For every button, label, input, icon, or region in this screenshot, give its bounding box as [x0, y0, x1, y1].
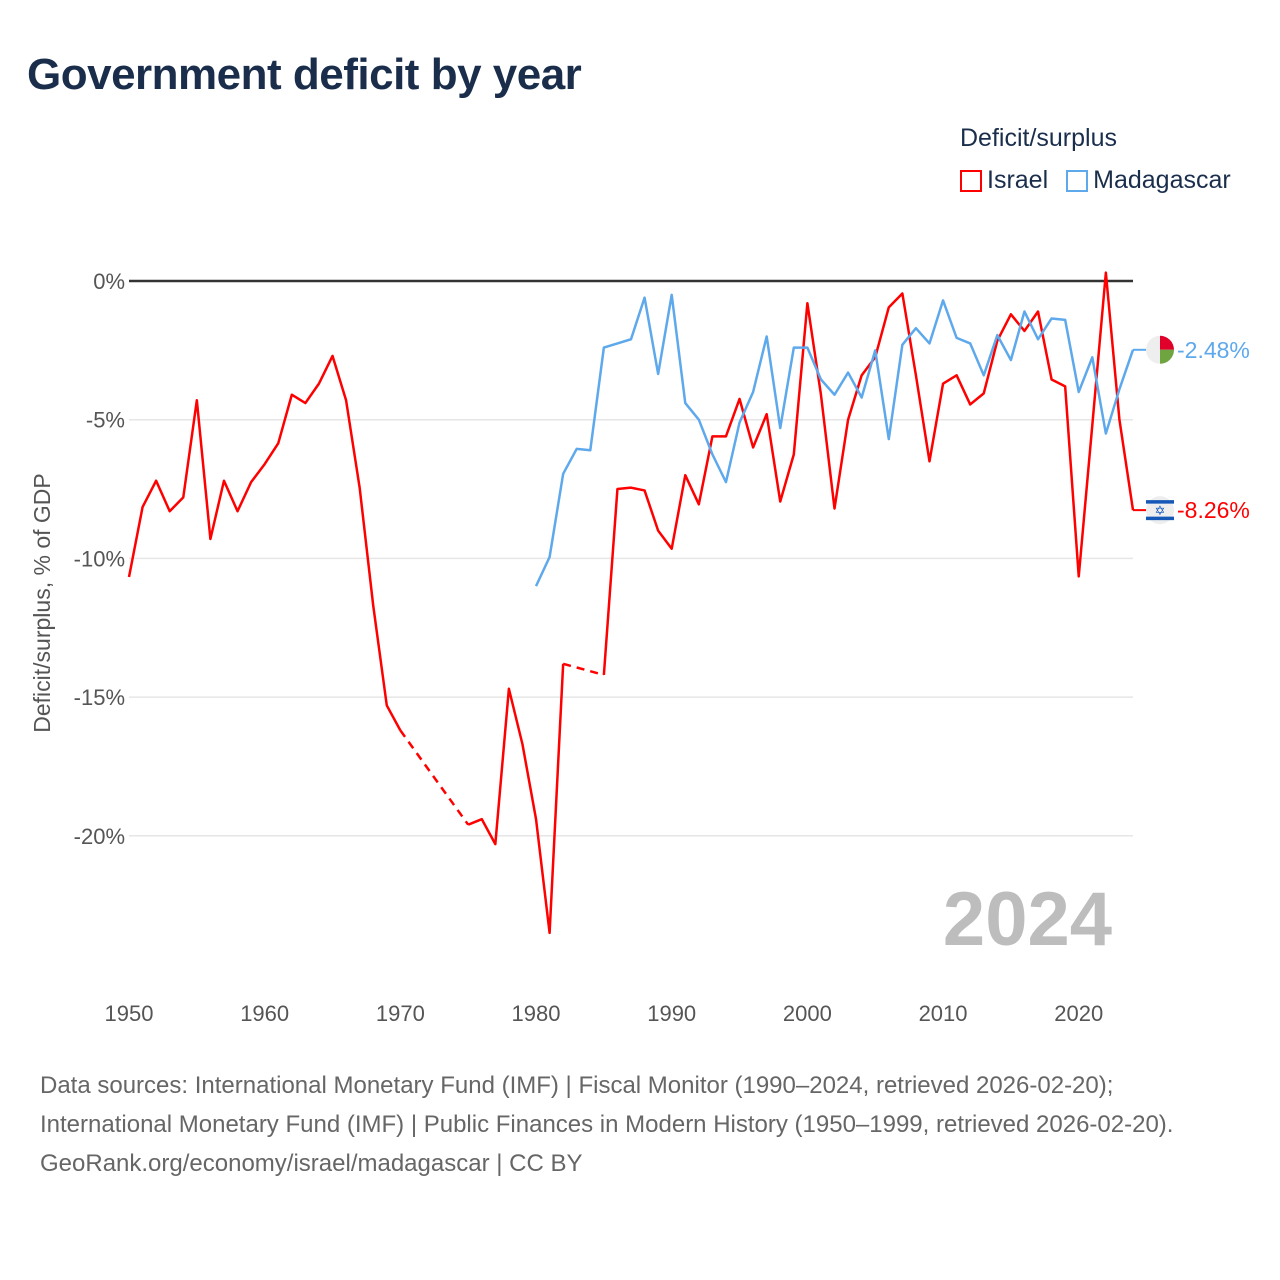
x-tick-label: 1950 — [105, 1001, 154, 1026]
end-value-madagascar: -2.48% — [1177, 337, 1250, 363]
y-tick-label: -10% — [74, 546, 125, 571]
series-line-israel — [467, 663, 565, 935]
legend-swatch-madagascar — [1066, 169, 1089, 192]
x-tick-label: 1960 — [240, 1001, 289, 1026]
series-gap-israel — [562, 662, 605, 677]
legend-swatch-israel — [960, 169, 982, 192]
x-tick-label: 1970 — [376, 1001, 425, 1026]
madagascar-flag-icon — [1146, 335, 1174, 364]
y-tick-label: 0% — [93, 269, 125, 294]
legend: Israel Madagascar — [960, 166, 1231, 195]
line-chart: 0% -5% -10% -15% -20% 1950 1960 1970 1980 1990 200… — [29, 269, 1250, 1026]
data-sources: Data sources: International Monetary Fun… — [40, 1072, 1174, 1138]
legend-item-israel[interactable]: Israel — [960, 166, 1048, 195]
israel-flag-icon: ✡ — [1146, 496, 1174, 525]
star-of-david-icon: ✡ — [1155, 503, 1166, 518]
legend-title: Deficit/surplus — [960, 124, 1117, 152]
chart-title: Government deficit by year — [27, 50, 582, 99]
series-gap-israel — [399, 729, 470, 826]
x-tick-label: 2000 — [783, 1001, 832, 1026]
y-axis-label: Deficit/surplus, % of GDP — [29, 473, 55, 732]
series-line-israel — [602, 271, 1135, 675]
footer: Data sources: International Monetary Fun… — [40, 1066, 1240, 1183]
legend-label: Israel — [987, 166, 1049, 194]
flag-stripe — [1146, 516, 1174, 521]
current-year-label: 2024 — [943, 877, 1112, 962]
y-tick-label: -15% — [74, 685, 125, 710]
y-tick-label: -20% — [74, 824, 125, 849]
legend-item-madagascar[interactable]: Madagascar — [1066, 166, 1231, 195]
y-tick-label: -5% — [86, 408, 125, 433]
end-value-israel: -8.26% — [1177, 497, 1250, 523]
series-line-madagascar — [534, 293, 1135, 587]
flag-red — [1160, 335, 1174, 350]
x-tick-label: 1990 — [647, 1001, 696, 1026]
legend-label: Madagascar — [1093, 166, 1231, 194]
credit-link[interactable]: GeoRank.org/economy/israel/madagascar | … — [40, 1150, 583, 1177]
x-tick-label: 2010 — [919, 1001, 968, 1026]
series-line-israel — [127, 354, 402, 731]
flag-green — [1160, 349, 1174, 364]
flag-stripe — [1146, 500, 1174, 504]
x-tick-label: 1980 — [512, 1001, 561, 1026]
x-tick-label: 2020 — [1054, 1001, 1103, 1026]
